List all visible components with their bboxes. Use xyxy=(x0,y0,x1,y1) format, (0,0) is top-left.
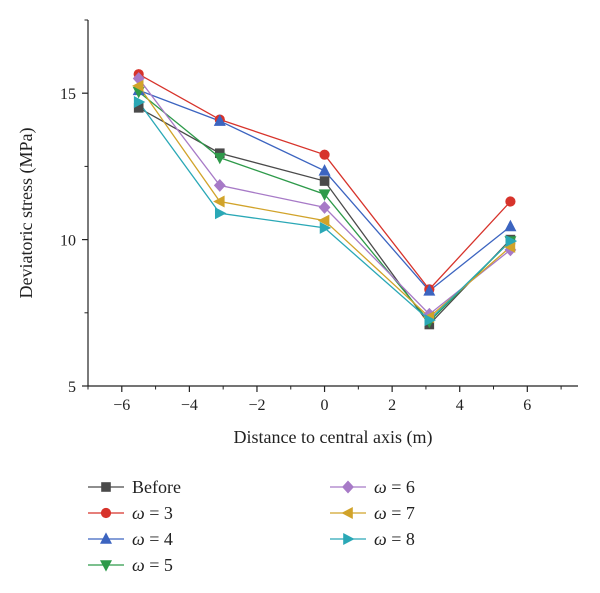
data-point-6 xyxy=(133,95,146,108)
data-point-5 xyxy=(213,195,225,208)
legend-label: ω = 6 xyxy=(374,477,415,497)
data-point-5 xyxy=(317,214,330,227)
legend: Before ω = 3 ω = 4 ω = 5 ω = 6 ω = 7 ω = 8 xyxy=(88,477,415,575)
y-tick-label: 5 xyxy=(68,379,76,396)
legend-label: ω = 4 xyxy=(132,529,173,549)
y-axis-title: Deviatoric stress (MPa) xyxy=(16,128,37,299)
legend-label: Before xyxy=(132,477,181,497)
data-point-2 xyxy=(423,284,436,296)
y-tick-label: 15 xyxy=(60,86,76,103)
legend-marker xyxy=(341,507,353,519)
data-point-6 xyxy=(319,221,332,234)
data-point-3 xyxy=(213,152,226,165)
legend-label: ω = 8 xyxy=(374,529,415,549)
legend-label: ω = 3 xyxy=(132,503,173,523)
data-point-4 xyxy=(213,178,226,192)
legend-label: ω = 5 xyxy=(132,555,173,575)
x-tick-label: 6 xyxy=(523,397,531,414)
axes: −6 −4 −2 0 2 4 6 5 10 15 xyxy=(60,19,578,414)
legend-marker xyxy=(100,560,112,572)
series-line-0 xyxy=(138,107,511,326)
series-markers xyxy=(132,69,518,330)
x-tick-label: −4 xyxy=(181,397,198,414)
data-point-6 xyxy=(214,207,227,220)
legend-item: ω = 8 xyxy=(330,529,415,549)
data-point-4 xyxy=(318,200,331,214)
legend-item: ω = 4 xyxy=(88,529,173,549)
legend-item: ω = 5 xyxy=(88,555,173,575)
legend-item: Before xyxy=(88,477,181,497)
x-axis-title: Distance to central axis (m) xyxy=(234,427,433,448)
data-point-1 xyxy=(505,196,516,207)
x-tick-label: 4 xyxy=(456,397,464,414)
legend-marker xyxy=(100,507,112,519)
data-point-2 xyxy=(318,164,331,176)
y-tick-label: 10 xyxy=(60,233,76,250)
legend-item: ω = 3 xyxy=(88,503,173,523)
legend-marker xyxy=(101,482,111,492)
legend-item: ω = 6 xyxy=(330,477,415,497)
data-point-0 xyxy=(319,176,330,186)
legend-marker xyxy=(100,532,112,544)
legend-item: ω = 7 xyxy=(330,503,415,523)
data-point-6 xyxy=(424,314,436,327)
x-tick-label: −6 xyxy=(113,397,130,414)
data-point-2 xyxy=(504,219,517,232)
x-tick-label: −2 xyxy=(248,397,265,414)
data-point-3 xyxy=(318,189,331,201)
legend-marker xyxy=(343,533,355,545)
data-point-6 xyxy=(505,235,518,248)
legend-marker xyxy=(342,480,354,494)
x-tick-label: 2 xyxy=(388,397,396,414)
legend-label: ω = 7 xyxy=(374,503,415,523)
data-point-1 xyxy=(319,149,330,160)
data-point-5 xyxy=(132,79,144,92)
data-point-2 xyxy=(213,114,226,126)
x-tick-label: 0 xyxy=(321,397,329,414)
